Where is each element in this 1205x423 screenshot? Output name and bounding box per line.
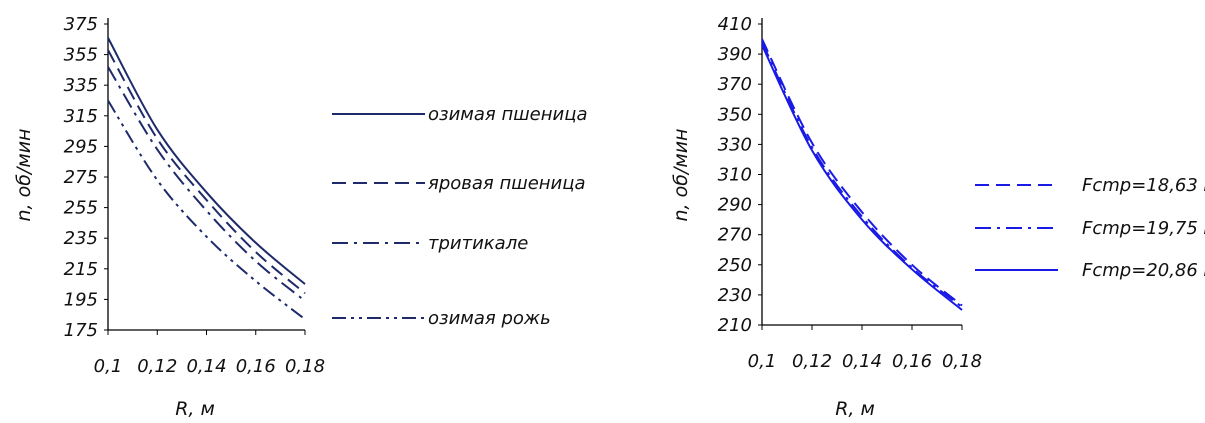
y-tick-label: 210 bbox=[718, 315, 752, 336]
x-axis-title: R, м bbox=[835, 398, 875, 420]
x-tick-label: 0,14 bbox=[842, 351, 882, 372]
x-tick-label: 0,18 bbox=[285, 356, 325, 377]
y-tick-label: 370 bbox=[718, 74, 752, 95]
x-tick-label: 0,1 bbox=[748, 351, 777, 372]
y-tick-label: 390 bbox=[718, 44, 752, 65]
legend-label-4: озимая рожь bbox=[428, 308, 551, 329]
legend-label-2: яровая пшеница bbox=[428, 173, 586, 194]
series-line-3 bbox=[761, 44, 963, 311]
y-tick-label: 290 bbox=[718, 195, 752, 216]
legend-label-3: Fcmp=20,86 Н bbox=[1082, 260, 1205, 281]
y-tick-label: 410 bbox=[718, 14, 752, 35]
y-tick-label: 230 bbox=[718, 285, 752, 306]
chart-2: 210 230 250 270 290 310 330 350 370 390 410 0,1 0,12… bbox=[670, 14, 1205, 420]
y-tick-label: 270 bbox=[718, 225, 752, 246]
x-tick-label: 0,16 bbox=[892, 351, 932, 372]
y-axis-title: n, об/мин bbox=[670, 129, 692, 222]
x-axis-title: R, м bbox=[175, 398, 215, 420]
y-axis-title: n, об/мин bbox=[13, 129, 35, 222]
y-tick-label: 330 bbox=[718, 134, 752, 155]
x-tick-label: 0,12 bbox=[792, 351, 832, 372]
series-line-2 bbox=[107, 49, 306, 295]
y-tick-label: 195 bbox=[64, 289, 98, 310]
x-tick-label: 0,1 bbox=[94, 356, 123, 377]
series-line-4 bbox=[107, 99, 306, 321]
x-tick-label: 0,18 bbox=[942, 351, 982, 372]
y-tick-label: 310 bbox=[718, 165, 752, 186]
y-tick-label: 255 bbox=[64, 198, 98, 219]
chart-1: 175 195 215 235 255 275 295 315 335 355 375 0,1 0,12… bbox=[13, 14, 588, 420]
legend-label-2: Fcmp=19,75 Н bbox=[1082, 218, 1205, 239]
y-tick-label: 295 bbox=[64, 136, 98, 157]
x-tick-label: 0,14 bbox=[186, 356, 226, 377]
legend-label-1: озимая пшеница bbox=[428, 104, 588, 125]
y-tick-label: 175 bbox=[64, 320, 98, 341]
y-tick-label: 315 bbox=[64, 106, 98, 127]
y-tick-label: 250 bbox=[718, 255, 752, 276]
series-line-2 bbox=[761, 41, 963, 308]
legend-label-3: тритикале bbox=[428, 233, 528, 254]
y-tick-label: 215 bbox=[64, 259, 98, 280]
y-tick-label: 350 bbox=[718, 104, 752, 125]
y-tick-label: 375 bbox=[64, 14, 98, 35]
series-line-3 bbox=[107, 66, 306, 302]
series-line-1 bbox=[107, 37, 306, 285]
y-tick-label: 235 bbox=[64, 228, 98, 249]
x-tick-label: 0,12 bbox=[137, 356, 177, 377]
series-line-1 bbox=[761, 38, 963, 307]
x-tick-label: 0,16 bbox=[236, 356, 276, 377]
y-tick-label: 335 bbox=[64, 75, 98, 96]
y-tick-label: 355 bbox=[64, 45, 98, 66]
y-tick-label: 275 bbox=[64, 167, 98, 188]
legend-label-1: Fcmp=18,63 Н bbox=[1082, 175, 1205, 196]
